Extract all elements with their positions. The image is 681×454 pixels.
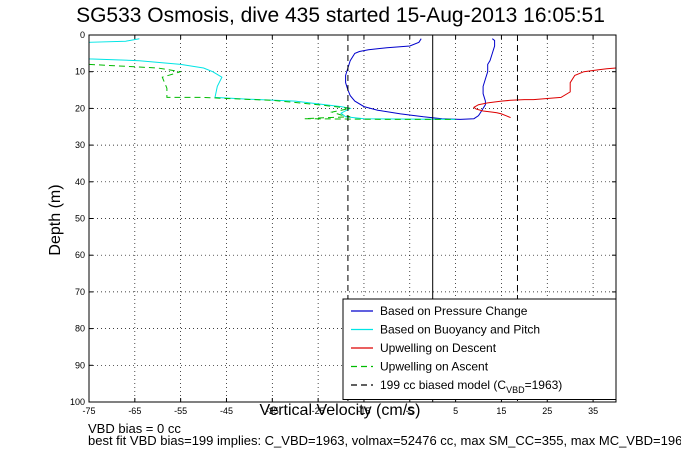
series-upwelling-on-descent [473,67,617,119]
vbd-bias-note: VBD bias = 0 cc [88,421,181,436]
y-tick-label: 100 [70,397,85,407]
y-tick-label: 60 [75,250,85,260]
series-upwelling-on-ascent [88,63,456,120]
x-tick-label: -65 [128,406,141,416]
y-tick-label: 80 [75,324,85,334]
best-fit-note: best fit VBD bias=199 implies: C_VBD=196… [88,433,681,448]
x-tick-label: 25 [542,406,552,416]
x-tick-label: -15 [357,406,370,416]
x-tick-label: -5 [406,406,414,416]
x-tick-label: -35 [266,406,279,416]
x-tick-label: 35 [588,406,598,416]
y-tick-label: 50 [75,214,85,224]
y-tick-label: 20 [75,103,85,113]
y-tick-label: 10 [75,67,85,77]
legend-label: Based on Buoyancy and Pitch [380,323,540,337]
x-tick-label: -25 [312,406,325,416]
y-tick-label: 40 [75,177,85,187]
x-tick-label: 5 [453,406,458,416]
legend-box [342,298,617,400]
y-tick-label: 30 [75,140,85,150]
legend-label: Upwelling on Ascent [380,360,489,374]
x-tick-label: -75 [82,406,95,416]
legend-label: 199 cc biased model (CVBD=1963) [380,378,562,395]
x-tick-label: 15 [496,406,506,416]
chart-title: SG533 Osmosis, dive 435 started 15-Aug-2… [76,4,605,27]
x-tick-label: -55 [174,406,187,416]
x-tick-label: -45 [220,406,233,416]
y-axis-label: Depth (m) [47,184,64,255]
y-tick-label: 0 [80,30,85,40]
y-tick-label: 70 [75,287,85,297]
y-tick-label: 90 [75,360,85,370]
legend: Based on Pressure Change Based on Buoyanc… [342,298,617,400]
legend-label: Upwelling on Descent [380,341,497,355]
ticks: -75 -65 -55 -45 -35 -25 -15 -5 5 15 25 350102030405… [70,30,616,416]
legend-label: Based on Pressure Change [380,304,528,318]
x-axis-label: Vertical Velocity (cm/s) [260,402,421,419]
